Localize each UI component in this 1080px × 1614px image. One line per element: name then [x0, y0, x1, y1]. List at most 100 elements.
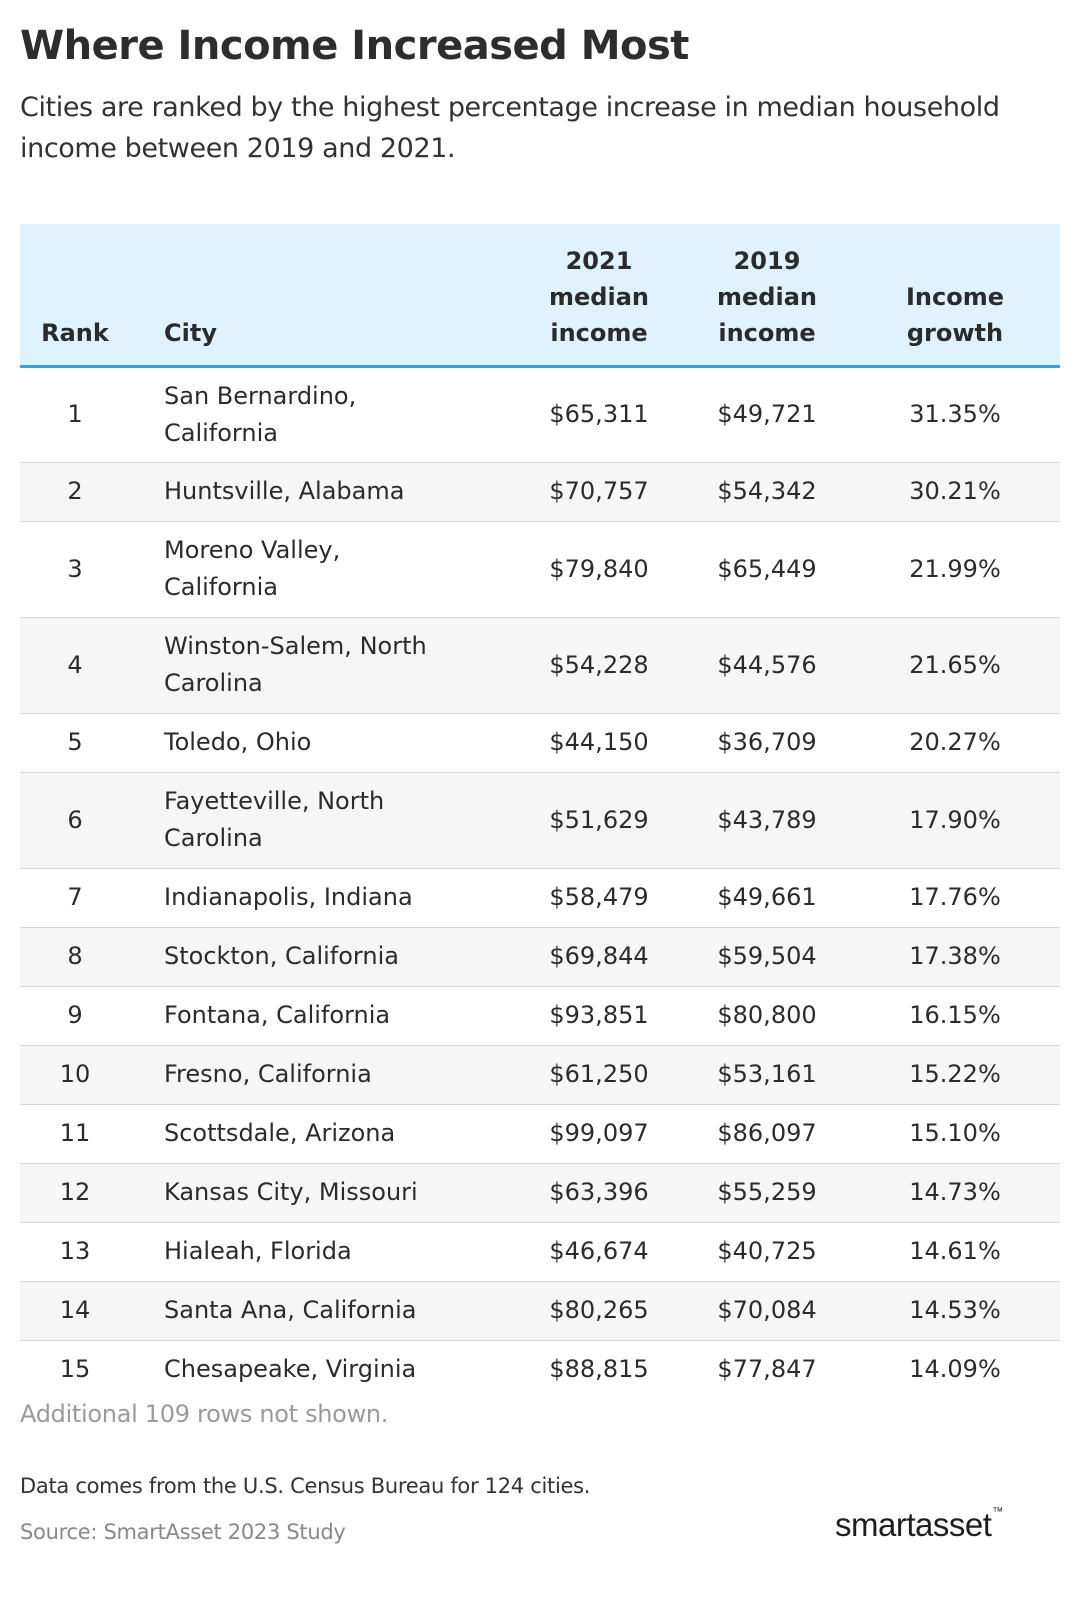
column-header-rank: Rank [20, 224, 130, 368]
column-header-income-2019: 2019 median income [684, 224, 850, 368]
income-2021-cell: $51,629 [549, 805, 649, 834]
income-growth-cell: 17.90% [909, 805, 1001, 834]
source-note: Source: SmartAsset 2023 Study [20, 1520, 346, 1544]
city-cell: Hialeah, Florida [130, 1222, 514, 1281]
table-row: 3 Moreno Valley, California $79,840 $65,449 2… [20, 521, 1060, 617]
income-2019-cell: $86,097 [717, 1119, 817, 1147]
income-growth-cell: 17.38% [909, 942, 1001, 970]
income-2021-cell: $69,844 [549, 942, 649, 970]
table-header-row: Rank City 2021 median income 2019 median income… [20, 224, 1060, 368]
income-2019-cell: $53,161 [717, 1060, 817, 1088]
table-row: 8 Stockton, California $69,844 $59,504 17.38… [20, 927, 1060, 986]
income-growth-cell: 21.99% [909, 554, 1001, 583]
income-growth-cell: 17.76% [909, 883, 1001, 911]
smartasset-logo: smartasset™ [835, 1506, 1003, 1544]
income-2019-cell: $49,721 [717, 400, 817, 428]
table-row: 12 Kansas City, Missouri $63,396 $55,259 14.… [20, 1163, 1060, 1222]
column-header-income-2021: 2021 median income [514, 224, 684, 368]
column-header-line: income [718, 318, 816, 347]
column-header-line: City [164, 318, 217, 347]
rank-cell: 11 [59, 1119, 91, 1147]
city-cell: Moreno Valley, California [130, 521, 514, 617]
city-name-line: Stockton, California [164, 942, 399, 970]
city-name-line: Fayetteville, North [164, 787, 385, 815]
city-name-line: Chesapeake, Virginia [164, 1355, 417, 1384]
income-2021-cell: $79,840 [549, 554, 649, 583]
rank-cell: 8 [67, 942, 83, 970]
table-row: 9 Fontana, California $93,851 $80,800 16.15% [20, 986, 1060, 1045]
city-cell: Fresno, California [130, 1045, 514, 1104]
income-growth-cell: 14.09% [909, 1355, 1001, 1384]
city-name-line: Kansas City, Missouri [164, 1178, 418, 1206]
table-row: 5 Toledo, Ohio $44,150 $36,709 20.27% [20, 713, 1060, 772]
city-name-line: Santa Ana, California [164, 1296, 417, 1324]
income-growth-cell: 14.73% [909, 1178, 1001, 1206]
city-cell: Indianapolis, Indiana [130, 868, 514, 927]
income-2019-cell: $43,789 [717, 805, 817, 834]
income-growth-cell: 31.35% [909, 400, 1001, 428]
income-2019-cell: $80,800 [717, 1001, 817, 1029]
city-name-line: California [164, 418, 278, 447]
income-2021-cell: $44,150 [549, 728, 649, 756]
rank-cell: 5 [67, 728, 83, 756]
rank-cell: 14 [59, 1296, 91, 1324]
table-body: 1 San Bernardino, California $65,311 $49,721… [20, 366, 1060, 1399]
income-2021-cell: $63,396 [549, 1178, 649, 1206]
rank-cell: 6 [67, 805, 83, 834]
column-header-line: median [549, 282, 649, 311]
income-growth-cell: 14.53% [909, 1296, 1001, 1324]
column-header-line: 2021 [565, 246, 633, 275]
income-2021-cell: $88,815 [549, 1355, 649, 1384]
city-name-line: Carolina [164, 824, 263, 852]
table-row: 2 Huntsville, Alabama $70,757 $54,342 30.21% [20, 462, 1060, 521]
income-2021-cell: $99,097 [549, 1119, 649, 1147]
city-name-line: Fresno, California [164, 1060, 372, 1088]
city-cell: San Bernardino, California [130, 366, 514, 462]
table-row: 14 Santa Ana, California $80,265 $70,084 14.… [20, 1281, 1060, 1340]
income-2021-cell: $65,311 [549, 400, 649, 428]
income-2019-cell: $44,576 [717, 650, 817, 679]
column-header-line: Income [905, 282, 1004, 311]
income-growth-cell: 15.22% [909, 1060, 1001, 1088]
income-growth-cell: 16.15% [909, 1001, 1001, 1029]
table-row: 1 San Bernardino, California $65,311 $49,721… [20, 366, 1060, 462]
table-row: 4 Winston-Salem, North Carolina $54,228 $44,… [20, 617, 1060, 713]
income-2021-cell: $61,250 [549, 1060, 649, 1088]
rank-cell: 10 [59, 1060, 91, 1088]
income-growth-cell: 30.21% [909, 477, 1001, 505]
city-name-line: Carolina [164, 669, 263, 697]
city-name-line: Huntsville, Alabama [164, 477, 405, 505]
city-cell: Toledo, Ohio [130, 713, 514, 772]
city-name-line: Hialeah, Florida [164, 1237, 352, 1265]
income-growth-cell: 14.61% [909, 1237, 1001, 1265]
rank-cell: 1 [67, 400, 83, 428]
city-name-line: Scottsdale, Arizona [164, 1119, 396, 1147]
chart-title: Where Income Increased Most [20, 23, 689, 69]
income-2019-cell: $77,847 [717, 1355, 817, 1384]
income-2019-cell: $65,449 [717, 554, 817, 583]
city-name-line: Indianapolis, Indiana [164, 883, 413, 911]
data-note: Data comes from the U.S. Census Bureau f… [20, 1474, 591, 1498]
city-cell: Stockton, California [130, 927, 514, 986]
rank-cell: 2 [67, 477, 83, 505]
income-2019-cell: $40,725 [717, 1237, 817, 1265]
logo-trademark: ™ [992, 1506, 1003, 1518]
income-table: Rank City 2021 median income 2019 median income… [20, 224, 1060, 1399]
logo-text: smartasset [835, 1506, 992, 1543]
table-row: 6 Fayetteville, North Carolina $51,629 $43,7… [20, 772, 1060, 868]
city-name-line: California [164, 573, 278, 601]
city-name-line: Fontana, California [164, 1001, 391, 1029]
rank-cell: 9 [67, 1001, 83, 1029]
column-header-line: growth [906, 318, 1004, 347]
income-2021-cell: $58,479 [549, 883, 649, 911]
income-2021-cell: $93,851 [549, 1001, 649, 1029]
income-2019-cell: $55,259 [717, 1178, 817, 1206]
column-header-city: City [130, 224, 514, 368]
city-cell: Santa Ana, California [130, 1281, 514, 1340]
city-name-line: Moreno Valley, [164, 536, 341, 564]
rank-cell: 3 [67, 554, 83, 583]
rank-cell: 13 [59, 1237, 91, 1265]
income-growth-cell: 15.10% [909, 1119, 1001, 1147]
column-header-line: Rank [41, 318, 109, 347]
income-2019-cell: $59,504 [717, 942, 817, 970]
